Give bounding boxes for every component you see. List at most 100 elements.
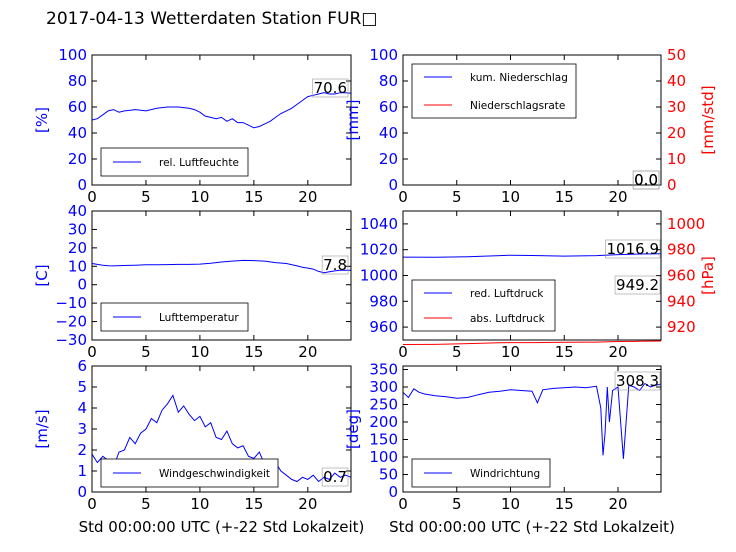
- panel-precipitation-ytick-label: 0: [388, 176, 398, 194]
- panel-humidity-xtick-label: 15: [244, 188, 263, 206]
- panel-humidity-xtick-label: 10: [190, 188, 209, 206]
- panel-precipitation-legend-label: kum. Niederschlag: [470, 72, 568, 84]
- panel-pressure-annotation-box: [605, 239, 661, 259]
- panel-temperature-ytick-label: −30: [55, 331, 87, 349]
- panel-wind_direction-ytick-label: 250: [369, 396, 398, 414]
- panel-temperature-frame: [91, 210, 352, 341]
- panel-wind_direction-ytick-label: 150: [369, 431, 398, 449]
- panel-temperature-ytick-label: −10: [55, 294, 87, 312]
- panel-pressure-ytick-label-right: 1000: [667, 215, 705, 233]
- panel-temperature-xtick-label: 0: [87, 343, 97, 361]
- panel-temperature-xtick-label: 20: [298, 343, 317, 361]
- panel-temperature-ytick-label: −20: [55, 313, 87, 331]
- panel-humidity-ytick-label: 100: [58, 46, 87, 64]
- panel-pressure-ytick-label-right: 980: [667, 241, 696, 259]
- panel-wind_direction-annotation-box: [614, 371, 661, 391]
- panel-wind_direction-xlabel: Std 00:00:00 UTC (+-22 Std Lokalzeit): [389, 518, 675, 536]
- panel-temperature-xtick-label: 10: [190, 343, 209, 361]
- panel-precipitation-ytick-label: 20: [379, 150, 398, 168]
- panel-humidity-legend-label: rel. Luftfeuchte: [159, 157, 239, 169]
- panel-wind_direction-value-annotation: 308.3: [616, 372, 659, 390]
- panel-precipitation-ytick-label-right: 20: [667, 124, 686, 142]
- panel-precipitation-xtick-label: 15: [555, 188, 574, 206]
- panel-wind_speed-ytick-label: 1: [77, 462, 87, 480]
- panel-humidity-xtick-label: 0: [87, 188, 97, 206]
- panel-pressure-series-0: [402, 253, 662, 258]
- panel-wind_direction-ytick-label: 350: [369, 361, 398, 379]
- panel-pressure-ytick-label-right: 920: [667, 318, 696, 336]
- panel-humidity-annotation-box: [312, 78, 349, 98]
- panel-pressure-xtick-label: 15: [555, 343, 574, 361]
- panel-wind_speed-ytick-label: 3: [77, 420, 87, 438]
- panel-temperature-ytick-label: 20: [68, 239, 87, 257]
- panel-pressure-ytick-label: 1000: [360, 267, 398, 285]
- panel-pressure-legend-box: [411, 279, 556, 332]
- panel-humidity-value-annotation: 70.6: [314, 79, 347, 97]
- panel-pressure-legend-label: abs. Luftdruck: [470, 313, 546, 325]
- panel-humidity-ytick-label: 80: [68, 72, 87, 90]
- panel-pressure-ylabel-right: [hPa]: [699, 256, 717, 295]
- panel-wind_direction-ytick-label: 300: [369, 378, 398, 396]
- panel-wind_direction-xtick-label: 5: [452, 495, 462, 513]
- panel-precipitation-xtick-label: 20: [608, 188, 627, 206]
- panel-wind_speed-xtick-label: 0: [87, 495, 97, 513]
- panel-wind_speed-ylabel: [m/s]: [33, 409, 51, 448]
- panel-precipitation-value-annotation: 0.0: [634, 171, 658, 189]
- panel-precipitation-ytick-label-right: 40: [667, 72, 686, 90]
- panel-pressure-ytick-label-right: 940: [667, 292, 696, 310]
- panel-temperature-xtick-label: 15: [244, 343, 263, 361]
- panel-wind_direction-ytick-label: 0: [388, 483, 398, 501]
- panel-precipitation-ylabel: [mm]: [344, 100, 362, 141]
- panel-humidity-series-0: [91, 92, 352, 129]
- panel-temperature-annotation-box: [321, 255, 349, 275]
- panel-wind_speed-xtick-label: 20: [298, 495, 317, 513]
- panel-precipitation-frame: [402, 54, 662, 186]
- panel-pressure-ytick-label: 960: [369, 318, 398, 336]
- panel-wind_speed-xtick-label: 10: [190, 495, 209, 513]
- panel-precipitation-xtick-label: 5: [452, 188, 462, 206]
- panel-wind_direction-frame: [402, 365, 662, 493]
- panel-wind_direction-ytick-label: 100: [369, 448, 398, 466]
- panel-humidity-ytick-label: 20: [68, 150, 87, 168]
- panel-pressure-xtick-label: 0: [398, 343, 408, 361]
- panel-wind_speed-series-0: [91, 394, 352, 483]
- figure-title: 2017-04-13 Wetterdaten Station FUR□: [46, 9, 378, 29]
- panel-humidity-frame: [91, 54, 352, 186]
- panel-wind_speed-xtick-label: 5: [141, 495, 151, 513]
- panel-pressure-xtick-label: 10: [501, 343, 520, 361]
- panel-wind_direction-ylabel: [deg]: [344, 409, 362, 449]
- panel-temperature-ytick-label: 10: [68, 257, 87, 275]
- panel-pressure-ytick-label: 980: [369, 292, 398, 310]
- panel-pressure-ytick-label-right: 960: [667, 267, 696, 285]
- panel-precipitation-ytick-label: 80: [379, 72, 398, 90]
- panel-humidity-xtick-label: 20: [298, 188, 317, 206]
- panel-precipitation-xtick-label: 0: [398, 188, 408, 206]
- panel-pressure-xtick-label: 5: [452, 343, 462, 361]
- panel-wind_speed-xlabel: Std 00:00:00 UTC (+-22 Std Lokalzeit): [79, 518, 365, 536]
- panel-temperature-ytick-label: 30: [68, 220, 87, 238]
- panel-humidity-ytick-label: 60: [68, 98, 87, 116]
- panel-wind_direction-ytick-label: 200: [369, 413, 398, 431]
- panel-wind_speed-ytick-label: 4: [77, 399, 87, 417]
- panel-precipitation-ytick-label: 100: [369, 46, 398, 64]
- panel-temperature-series-0: [91, 259, 351, 274]
- panel-pressure-legend-label: red. Luftdruck: [470, 288, 544, 300]
- panel-precipitation-ylabel-right: [mm/std]: [699, 85, 717, 154]
- panel-precipitation-ytick-label-right: 0: [667, 176, 677, 194]
- panel-humidity-ytick-label: 40: [68, 124, 87, 142]
- panel-temperature-ylabel: [C]: [33, 264, 51, 286]
- panel-precipitation-annotation-box: [632, 170, 660, 190]
- panel-wind_speed-annotation-box: [321, 467, 349, 487]
- panel-wind_speed-ytick-label: 6: [77, 357, 87, 375]
- panel-pressure-value-annotation: 949.2: [616, 276, 659, 294]
- panel-wind_speed-value-annotation: 0.7: [323, 468, 347, 486]
- panel-wind_speed-xtick-label: 15: [244, 495, 263, 513]
- panel-wind_direction-xtick-label: 10: [501, 495, 520, 513]
- panel-precipitation-ytick-label: 60: [379, 98, 398, 116]
- panel-precipitation-ytick-label-right: 10: [667, 150, 686, 168]
- panel-temperature-ytick-label: 40: [68, 202, 87, 220]
- panel-wind_direction-legend-label: Windrichtung: [470, 468, 540, 480]
- panel-wind_speed-ytick-label: 5: [77, 378, 87, 396]
